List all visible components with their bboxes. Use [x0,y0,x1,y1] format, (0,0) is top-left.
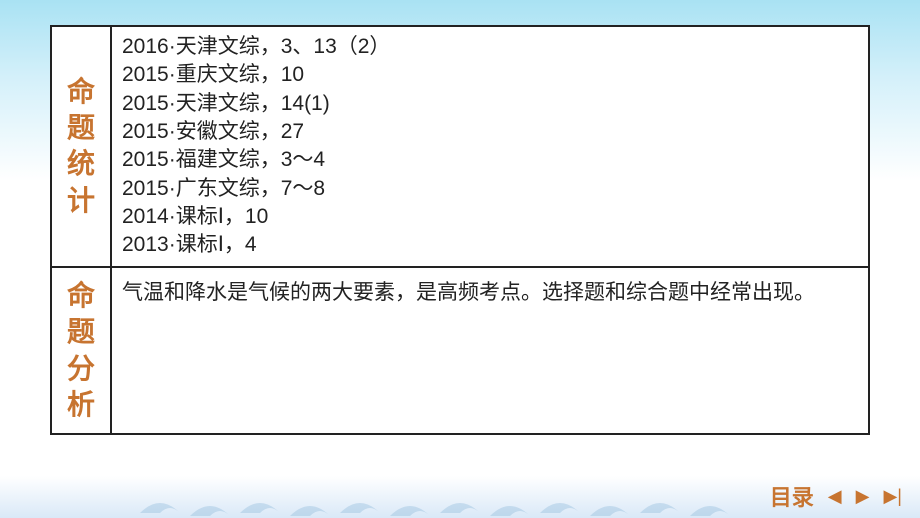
toc-link[interactable]: 目录 [770,480,814,512]
stat-line: 2016·天津文综，3、13（2） [122,33,858,61]
footer: 目录 ◀ ▶ ▶| [0,476,920,518]
stat-line: 2015·福建文综，3～4 [122,146,858,174]
footer-controls: 目录 ◀ ▶ ▶| [770,480,902,512]
last-icon[interactable]: ▶| [883,486,902,507]
stat-line: 2013·课标Ⅰ，4 [122,231,858,259]
label-char: 题 [57,314,105,350]
label-char: 命 [57,278,105,314]
label-char: 统 [57,146,105,182]
row-label-analysis: 命 题 分 析 [51,267,111,435]
stat-line: 2014·课标Ⅰ，10 [122,203,858,231]
label-char: 题 [57,110,105,146]
row-label-statistics: 命 题 统 计 [51,26,111,267]
stat-line: 2015·安徽文综，27 [122,118,858,146]
statistics-content: 2016·天津文综，3、13（2） 2015·重庆文综，10 2015·天津文综… [111,26,869,267]
label-char: 分 [57,351,105,387]
stat-line: 2015·天津文综，14(1) [122,90,858,118]
prev-icon[interactable]: ◀ [828,486,842,507]
stat-line: 2015·重庆文综，10 [122,61,858,89]
stat-line: 2015·广东文综，7～8 [122,175,858,203]
label-char: 计 [57,183,105,219]
label-char: 析 [57,387,105,423]
exam-statistics-table: 命 题 统 计 2016·天津文综，3、13（2） 2015·重庆文综，10 2… [50,25,870,435]
next-icon[interactable]: ▶ [856,486,870,507]
label-char: 命 [57,74,105,110]
analysis-content: 气温和降水是气候的两大要素，是高频考点。选择题和综合题中经常出现。 [111,267,869,435]
